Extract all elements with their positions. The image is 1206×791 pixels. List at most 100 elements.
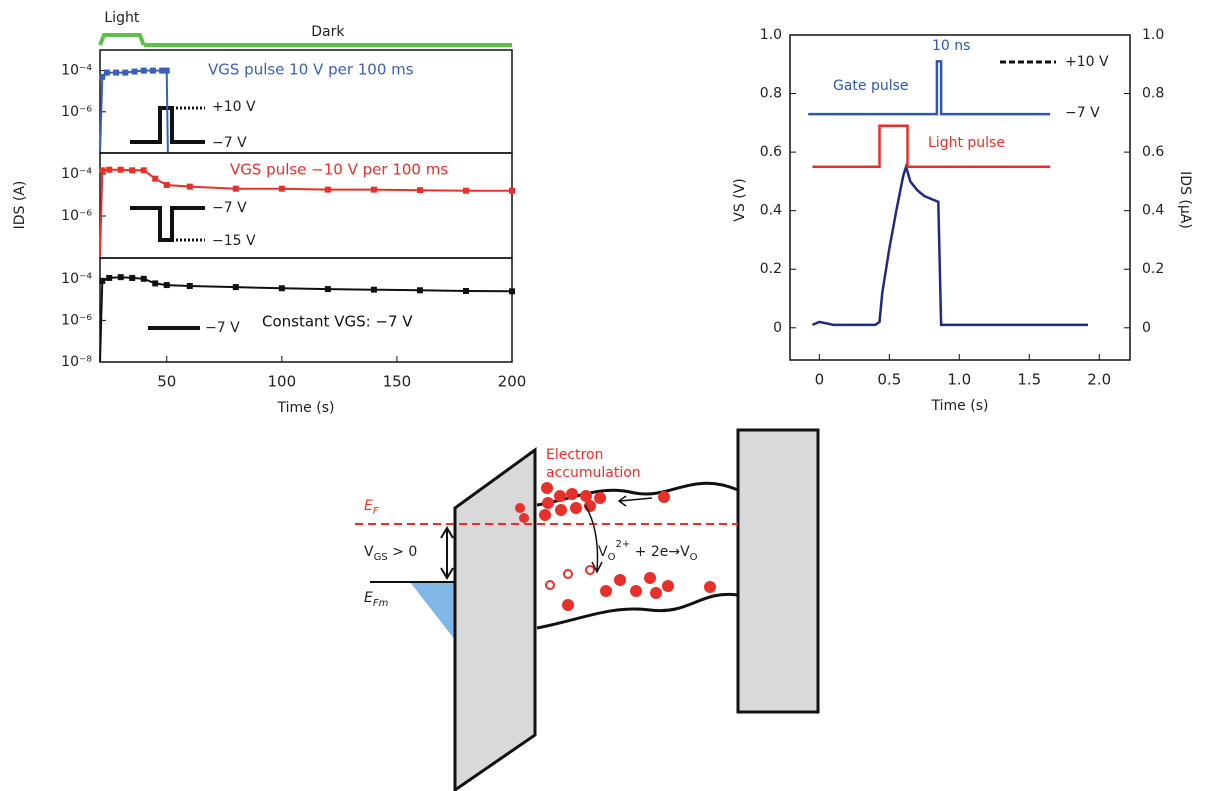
bias-label: VGS > 0 xyxy=(364,544,417,563)
phase-bar xyxy=(98,33,146,46)
inset-label: −7 V xyxy=(205,320,240,336)
accumulation-label: accumulation xyxy=(546,465,641,481)
y-tick-label: 10⁻⁴ xyxy=(61,271,92,287)
series-line xyxy=(99,276,513,363)
y-tick-label: 10⁻⁴ xyxy=(61,63,92,79)
vacancies xyxy=(545,565,595,590)
y2-tick-label: 0.4 xyxy=(1142,203,1164,219)
y2-tick-label: 0.2 xyxy=(1142,261,1164,277)
data-point xyxy=(278,285,285,292)
accumulation-label: Electron xyxy=(546,447,603,463)
x-tick-label: 150 xyxy=(383,373,412,391)
data-point xyxy=(99,277,106,284)
pulse-shape xyxy=(130,106,205,144)
data-point xyxy=(99,167,106,174)
metal-band xyxy=(410,582,455,640)
y-tick-label: 10⁻⁶ xyxy=(61,312,92,328)
data-point xyxy=(129,274,136,281)
electrons xyxy=(515,482,716,611)
data-point xyxy=(152,280,159,287)
y-tick-label: 10⁻⁸ xyxy=(61,354,92,370)
y2-axis-label: IDS (μA) xyxy=(1177,171,1193,229)
subscript: Fm xyxy=(373,598,389,609)
y-tick-label: 0.6 xyxy=(760,144,782,160)
text: > 0 xyxy=(388,544,418,560)
pulse-shape xyxy=(130,206,205,242)
data-point xyxy=(163,181,170,188)
band-diagram: Electron accumulation EF VGS > 0 EFm VO2… xyxy=(355,428,820,791)
data-point xyxy=(159,67,166,74)
y2-tick-label: 0.8 xyxy=(1142,86,1164,102)
subscript: O xyxy=(690,552,698,563)
y-axis-label: VS (V) xyxy=(732,178,748,221)
phase-label: Dark xyxy=(311,24,345,40)
symbol: E xyxy=(364,498,373,514)
x-tick-label: 1.5 xyxy=(1017,371,1041,389)
series-line xyxy=(99,168,512,259)
pulse-schematics xyxy=(130,106,205,330)
y2-tick-label: 0.6 xyxy=(1142,144,1164,160)
reaction-label: VO2+ + 2e→VO xyxy=(598,539,698,563)
subscript: GS xyxy=(374,552,388,563)
phase-label: Light xyxy=(104,10,139,26)
y-tick-label: 10⁻⁶ xyxy=(61,104,92,120)
data-point xyxy=(186,183,193,190)
valence-band xyxy=(536,592,739,630)
data-point xyxy=(106,274,113,281)
flow-arrow xyxy=(617,495,653,507)
inset-label: −7 V xyxy=(212,200,247,216)
subscript: F xyxy=(373,506,379,517)
data-point xyxy=(462,187,469,194)
data-point xyxy=(416,287,423,294)
data-point xyxy=(106,166,113,173)
x-tick-label: 50 xyxy=(157,373,176,391)
data-point xyxy=(278,185,285,192)
plot-frame xyxy=(99,257,513,363)
symbol: V xyxy=(364,544,374,560)
series-label: Light pulse xyxy=(928,135,1005,151)
inset-label: −15 V xyxy=(212,233,256,249)
subscript: O xyxy=(608,552,616,563)
data-point xyxy=(140,275,147,282)
series-label: VGS pulse −10 V per 100 ms xyxy=(230,161,448,179)
data-point xyxy=(117,274,124,281)
data-point xyxy=(163,282,170,289)
gate-plate xyxy=(453,447,537,791)
data-point xyxy=(103,69,110,76)
annotation: −7 V xyxy=(1065,105,1100,121)
x-tick-label: 100 xyxy=(268,373,297,391)
y-tick-label: 0.2 xyxy=(760,261,782,277)
data-point xyxy=(131,68,138,75)
annotation: 10 ns xyxy=(932,38,970,54)
drain-plate xyxy=(736,428,820,714)
data-point xyxy=(509,187,515,194)
x-tick-label: 2.0 xyxy=(1087,371,1111,389)
data-point xyxy=(416,187,423,194)
data-point xyxy=(186,283,193,290)
y-tick-label: 0.4 xyxy=(760,203,782,219)
series-line xyxy=(808,60,1051,116)
metal-fermi-label: EFm xyxy=(364,590,389,609)
bias-arrow-heads xyxy=(440,526,454,580)
text: + 2e→V xyxy=(630,544,690,560)
data-point xyxy=(370,286,377,293)
capture-arrow xyxy=(584,504,603,574)
symbol: E xyxy=(364,590,373,606)
y-tick-label: 0.8 xyxy=(760,86,782,102)
data-point xyxy=(324,286,331,293)
y-tick-label: 1.0 xyxy=(760,27,782,43)
data-point xyxy=(163,67,170,74)
x-tick-label: 200 xyxy=(498,373,527,391)
data-point xyxy=(140,67,147,74)
y-tick-label: 10⁻⁴ xyxy=(61,166,92,182)
series-label: Constant VGS: −7 V xyxy=(262,313,413,331)
data-point xyxy=(152,175,159,182)
series-label: VGS pulse 10 V per 100 ms xyxy=(208,61,414,79)
data-point xyxy=(324,186,331,193)
y-tick-label: 0 xyxy=(773,320,782,336)
data-point xyxy=(232,185,239,192)
data-point xyxy=(117,166,124,173)
inset-label: +10 V xyxy=(212,99,256,115)
data-point xyxy=(140,167,147,174)
